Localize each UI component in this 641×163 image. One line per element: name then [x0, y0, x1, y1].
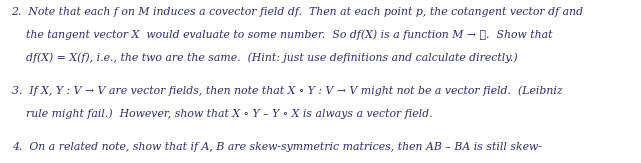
Text: 4.  On a related note, show that if A, B are skew-symmetric matrices, then AB – : 4. On a related note, show that if A, B … — [12, 142, 542, 152]
Text: the tangent vector X  would evaluate to some number.  So df(X) is a function M →: the tangent vector X would evaluate to s… — [12, 30, 552, 40]
Text: 2.  Note that each f on M induces a covector field df.  Then at each point p, th: 2. Note that each f on M induces a covec… — [12, 7, 584, 16]
Text: df(X) = X(f), i.e., the two are the same.  (Hint: just use definitions and calcu: df(X) = X(f), i.e., the two are the same… — [12, 53, 517, 63]
Text: rule might fail.)  However, show that X ∘ Y – Y ∘ X is always a vector field.: rule might fail.) However, show that X ∘… — [12, 109, 432, 119]
Text: 3.  If X, Y : V → V are vector fields, then note that X ∘ Y : V → V might not be: 3. If X, Y : V → V are vector fields, th… — [12, 86, 562, 96]
